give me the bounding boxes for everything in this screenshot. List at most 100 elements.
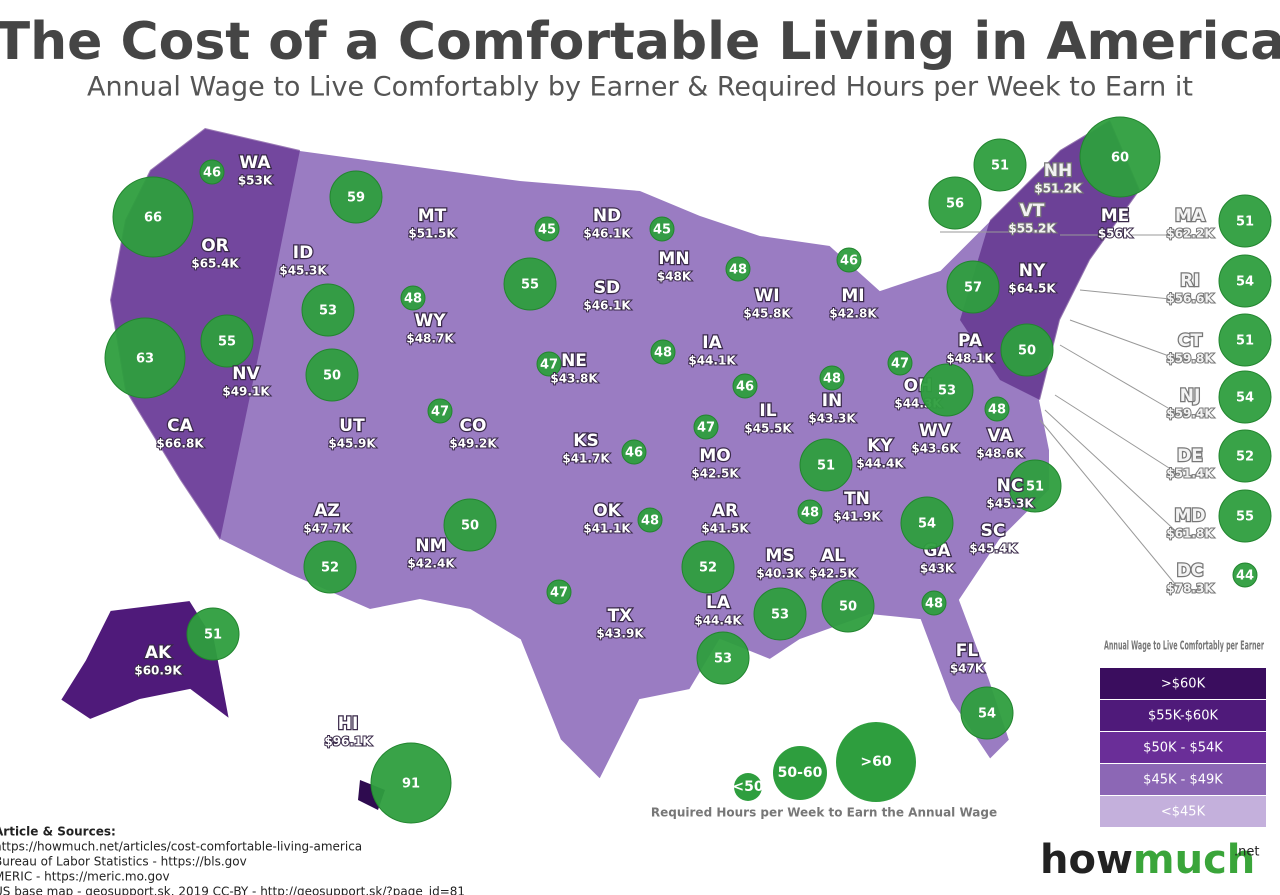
source-line: Bureau of Labor Statistics - https://bls…	[0, 855, 247, 869]
state-abbr: ME	[1101, 206, 1130, 226]
hours-label: 44	[1236, 569, 1254, 584]
hours-label: 56	[946, 197, 964, 212]
legend-label: $45K - $49K	[1143, 773, 1223, 788]
state-wage: $78.3K	[1166, 582, 1214, 596]
state-abbr: ID	[293, 243, 313, 263]
subtitle: Annual Wage to Live Comfortably by Earne…	[87, 72, 1193, 103]
hours-label: 63	[136, 352, 154, 367]
state-wage: $43.3K	[808, 412, 856, 426]
hours-bubble	[649, 216, 675, 242]
hours-bubble	[732, 373, 758, 399]
hours-bubble	[797, 499, 823, 525]
state-abbr: IN	[822, 391, 843, 411]
legend-swatch	[1100, 796, 1266, 827]
state-abbr: DC	[1177, 561, 1204, 581]
hours-bubble	[819, 365, 845, 391]
sources: Article & Sources:https://howmuch.net/ar…	[0, 825, 465, 895]
hours-bubble	[693, 414, 719, 440]
state-wage: $49.1K	[222, 385, 270, 399]
hours-label: 48	[641, 514, 659, 529]
logo-much: much	[1133, 837, 1255, 883]
state-wage: $48.7K	[406, 332, 454, 346]
state-wage: $60.9K	[134, 664, 182, 678]
state-wage: $45.8K	[743, 307, 791, 321]
state-abbr: WV	[919, 421, 952, 441]
hours-label: 50	[1018, 344, 1036, 359]
state-abbr: WA	[239, 153, 271, 173]
hours-label: 57	[964, 281, 982, 296]
state-wage: $59.4K	[1166, 407, 1214, 421]
hours-label: 48	[925, 597, 943, 612]
state-abbr: TN	[844, 489, 870, 509]
state-wage: $43.6K	[911, 442, 959, 456]
hours-bubble	[329, 170, 383, 224]
legend-swatch	[1100, 764, 1266, 795]
hours-label: 51	[991, 159, 1009, 174]
hours-bubble	[112, 176, 194, 258]
state-abbr: PA	[958, 331, 983, 351]
state-abbr: AK	[145, 643, 172, 663]
hours-label: 51	[817, 459, 835, 474]
hours-label: 52	[321, 561, 339, 576]
state-abbr: ND	[593, 206, 621, 226]
hours-bubble	[696, 631, 750, 685]
state-wage: $55.2K	[1008, 222, 1056, 236]
hours-bubble	[650, 339, 676, 365]
state-abbr: SC	[981, 521, 1006, 541]
hours-label: 46	[736, 380, 754, 395]
state-wage: $42.4K	[407, 557, 455, 571]
hours-bubble	[1218, 313, 1272, 367]
size-legend-bubble	[773, 746, 827, 800]
hours-bubble	[920, 363, 974, 417]
source-line: https://howmuch.net/articles/cost-comfor…	[0, 840, 362, 854]
state-abbr: OK	[593, 501, 621, 521]
hours-label: 51	[1236, 215, 1254, 230]
state-wage: $65.4K	[191, 257, 239, 271]
state-abbr: NC	[997, 476, 1024, 496]
hours-bubble	[1008, 459, 1062, 513]
state-wage: $53K	[238, 174, 273, 188]
logo: howmuch	[1040, 837, 1255, 883]
legend-label: >$60K	[1161, 677, 1206, 692]
logo-net: .net	[1234, 845, 1259, 860]
hours-label: 46	[203, 166, 221, 181]
hours-bubble	[1000, 323, 1054, 377]
hours-bubble	[621, 439, 647, 465]
hours-label: 50	[461, 519, 479, 534]
source-line: Article & Sources:	[0, 825, 116, 839]
hours-bubble	[1218, 194, 1272, 248]
hours-bubble	[984, 396, 1010, 422]
state-wage: $47.7K	[303, 522, 351, 536]
state-wage: $45.5K	[744, 422, 792, 436]
state-wage: $51.4K	[1166, 467, 1214, 481]
state-abbr: HI	[338, 714, 359, 734]
state-abbr: NJ	[1180, 386, 1201, 406]
hours-bubble	[928, 176, 982, 230]
hours-bubble	[370, 742, 452, 824]
state-abbr: TX	[608, 606, 633, 626]
state-wage: $49.2K	[449, 437, 497, 451]
northeast-region	[960, 120, 1140, 400]
state-wage: $48.6K	[976, 447, 1024, 461]
size-legend-label: >60	[860, 754, 891, 770]
hours-bubble	[637, 507, 663, 533]
state-wage: $41.5K	[701, 522, 749, 536]
state-abbr: NV	[232, 364, 260, 384]
state-abbr: NM	[415, 536, 446, 556]
state-abbr: MA	[1175, 206, 1206, 226]
state-abbr: CO	[460, 416, 487, 436]
state-abbr: KY	[867, 436, 893, 456]
source-line: US base map - geosupport.sk, 2019 CC-BY …	[0, 885, 465, 895]
hours-label: 47	[550, 586, 568, 601]
state-abbr: IL	[759, 401, 776, 421]
state-wage: $42.5K	[691, 467, 739, 481]
hours-label: 59	[347, 191, 365, 206]
state-abbr: AL	[821, 546, 845, 566]
state-abbr: CA	[167, 416, 193, 436]
hours-label: 51	[204, 628, 222, 643]
state-wage: $47K	[950, 662, 985, 676]
hours-bubble	[546, 579, 572, 605]
hours-label: 54	[978, 707, 996, 722]
state-abbr: SD	[594, 278, 620, 298]
